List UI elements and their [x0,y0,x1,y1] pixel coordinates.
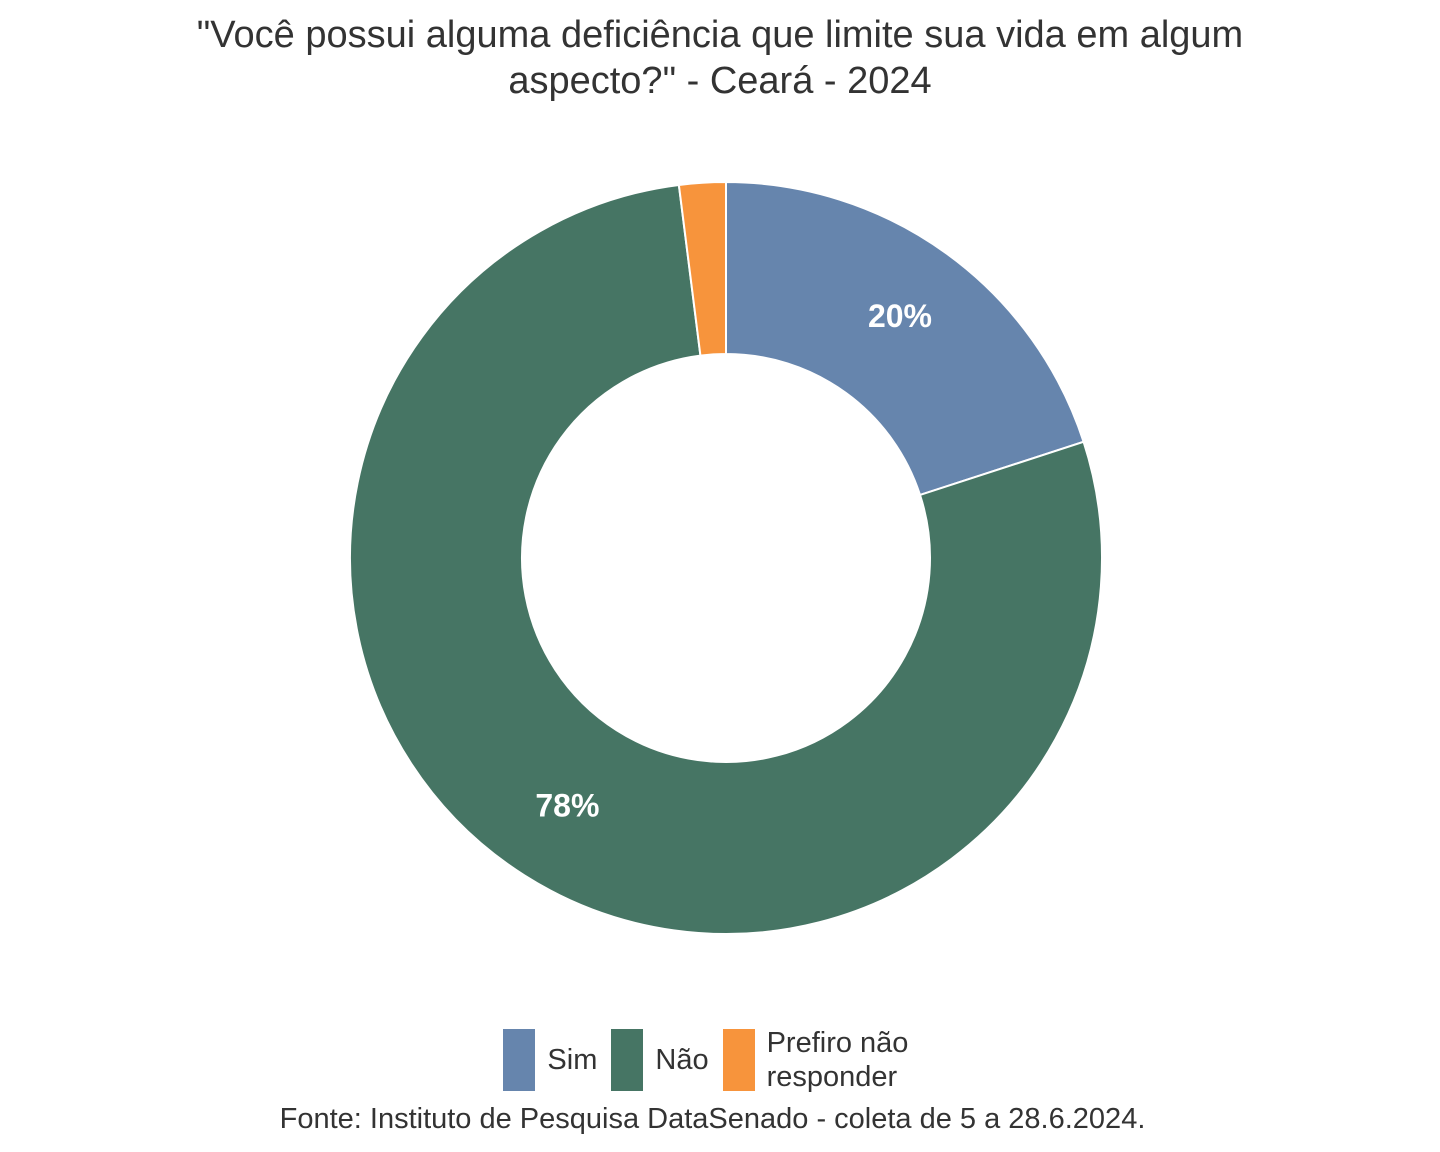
donut-slices [349,180,1103,935]
legend-label-prefiro-nao-responder: Prefiro não responder [766,1027,909,1093]
legend-swatch-prefiro-nao-responder [722,1029,755,1091]
slice-label-sim: 20% [868,298,932,334]
chart-title-line-2: aspecto?" - Ceará - 2024 [508,60,932,102]
donut-slice-prefiro-nao-responder [677,180,727,357]
slice-label-nao: 78% [535,787,599,823]
legend-swatch-nao [611,1029,644,1091]
legend-item-prefiro-nao-responder: Prefiro não responder [722,1026,937,1094]
source-caption: Fonte: Instituto de Pesquisa DataSenado … [279,1103,1146,1135]
donut-slice-sim [725,180,1085,497]
legend-label-nao: Não [655,1044,709,1076]
legend-item-sim: Sim [503,1029,597,1091]
chart-title-line-1: "Você possui alguma deficiência que limi… [196,14,1244,56]
legend-swatch-sim [503,1029,536,1091]
chart-title: "Você possui alguma deficiência que limi… [0,12,1440,104]
donut-slice-nao [349,183,1103,935]
donut-chart: 20% 78% [349,180,1103,935]
legend-item-nao: Não [611,1029,709,1091]
legend-label-sim: Sim [547,1044,598,1076]
donut-slice-labels: 20% 78% [535,298,932,823]
legend: Sim Não Prefiro não responder [0,1026,1440,1094]
